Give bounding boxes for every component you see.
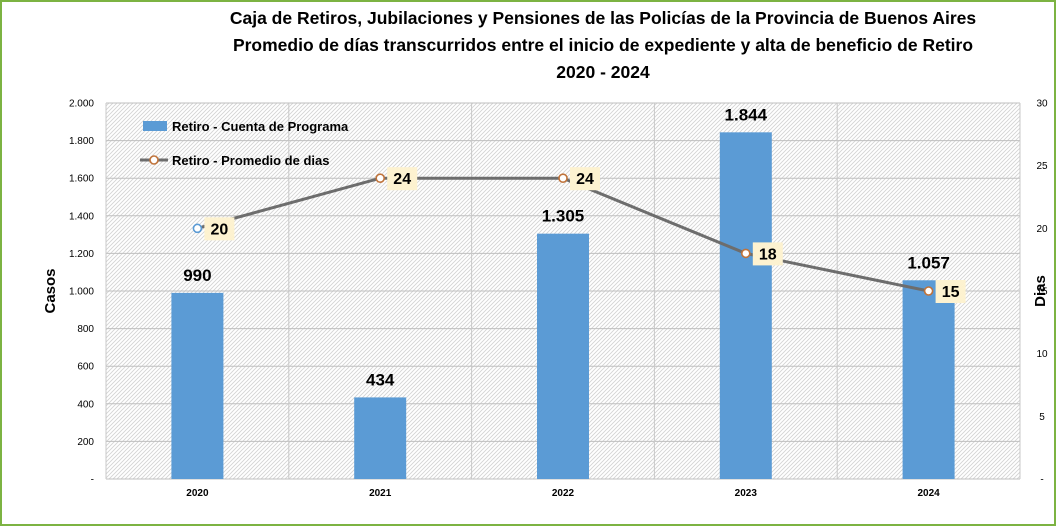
bar-data-label: 1.057 <box>907 253 950 272</box>
y-right-tick-label: 20 <box>1036 224 1048 235</box>
chart-title-line-1: Caja de Retiros, Jubilaciones y Pensione… <box>229 8 977 28</box>
y-left-tick-label: 2.000 <box>69 99 94 110</box>
y-left-tick-label: 1.200 <box>69 249 94 260</box>
y-left-tick-label: 600 <box>77 362 94 373</box>
x-tick-label: 2021 <box>369 488 392 499</box>
y-right-tick-label: 30 <box>1036 99 1048 110</box>
bar-data-label: 990 <box>183 266 211 285</box>
line-data-label: 24 <box>576 171 594 188</box>
line-label-bg <box>935 280 966 303</box>
bar-2021 <box>354 397 407 479</box>
chart-title-line-2: Promedio de días transcurridos entre el … <box>232 35 974 55</box>
line-point-2020 <box>192 223 203 234</box>
x-tick-label: 2022 <box>552 488 575 499</box>
y-left-tick-label: 800 <box>77 324 94 335</box>
line-data-label: 15 <box>942 284 960 301</box>
line-point-2022 <box>558 173 568 183</box>
y-left-tick-label: 1.000 <box>69 287 94 298</box>
y-right-tick-label: 15 <box>1036 287 1048 298</box>
y-left-tick-label: - <box>91 475 94 486</box>
bar-2023 <box>719 132 772 479</box>
bar-data-label: 434 <box>366 370 395 389</box>
y-right-tick-label: 25 <box>1036 161 1048 172</box>
bar-2024 <box>902 280 955 479</box>
line-point-2024 <box>923 286 934 296</box>
y-right-axis-title: Dias <box>1032 275 1049 307</box>
line-label-bg <box>204 217 235 241</box>
y-left-tick-label: 400 <box>77 399 94 410</box>
line-label-bg <box>387 167 418 191</box>
bar-2020 <box>171 292 224 479</box>
y-left-tick-label: 1.600 <box>69 174 94 185</box>
line-data-label: 18 <box>759 246 777 263</box>
line-point-2023 <box>740 248 751 259</box>
x-tick-label: 2023 <box>735 488 758 499</box>
y-left-axis-title: Casos <box>42 268 59 313</box>
legend-label-line: Retiro - Promedio de dias <box>172 153 329 168</box>
y-left-tick-label: 1.800 <box>69 136 94 147</box>
line-data-label: 20 <box>211 221 229 238</box>
y-right-tick-label: 5 <box>1039 412 1045 423</box>
x-tick-label: 2020 <box>186 488 209 499</box>
y-left-tick-label: 200 <box>77 437 94 448</box>
bar-2022 <box>537 233 589 479</box>
legend-label-bar: Retiro - Cuenta de Programa <box>172 119 349 134</box>
line-data-label: 24 <box>393 171 411 188</box>
legend-swatch-bar <box>143 121 167 131</box>
bar-data-label: 1.305 <box>542 207 585 226</box>
x-tick-label: 2024 <box>917 488 940 499</box>
y-left-tick-label: 1.400 <box>69 211 94 222</box>
y-right-tick-label: 10 <box>1036 349 1048 360</box>
bar-data-label: 1.844 <box>725 105 768 124</box>
y-right-tick-label: - <box>1040 475 1043 486</box>
line-label-bg <box>570 167 600 191</box>
line-label-bg <box>752 242 783 266</box>
line-point-2021 <box>375 173 386 183</box>
legend-swatch-marker <box>149 155 159 165</box>
chart-title-line-3: 2020 - 2024 <box>556 62 650 82</box>
